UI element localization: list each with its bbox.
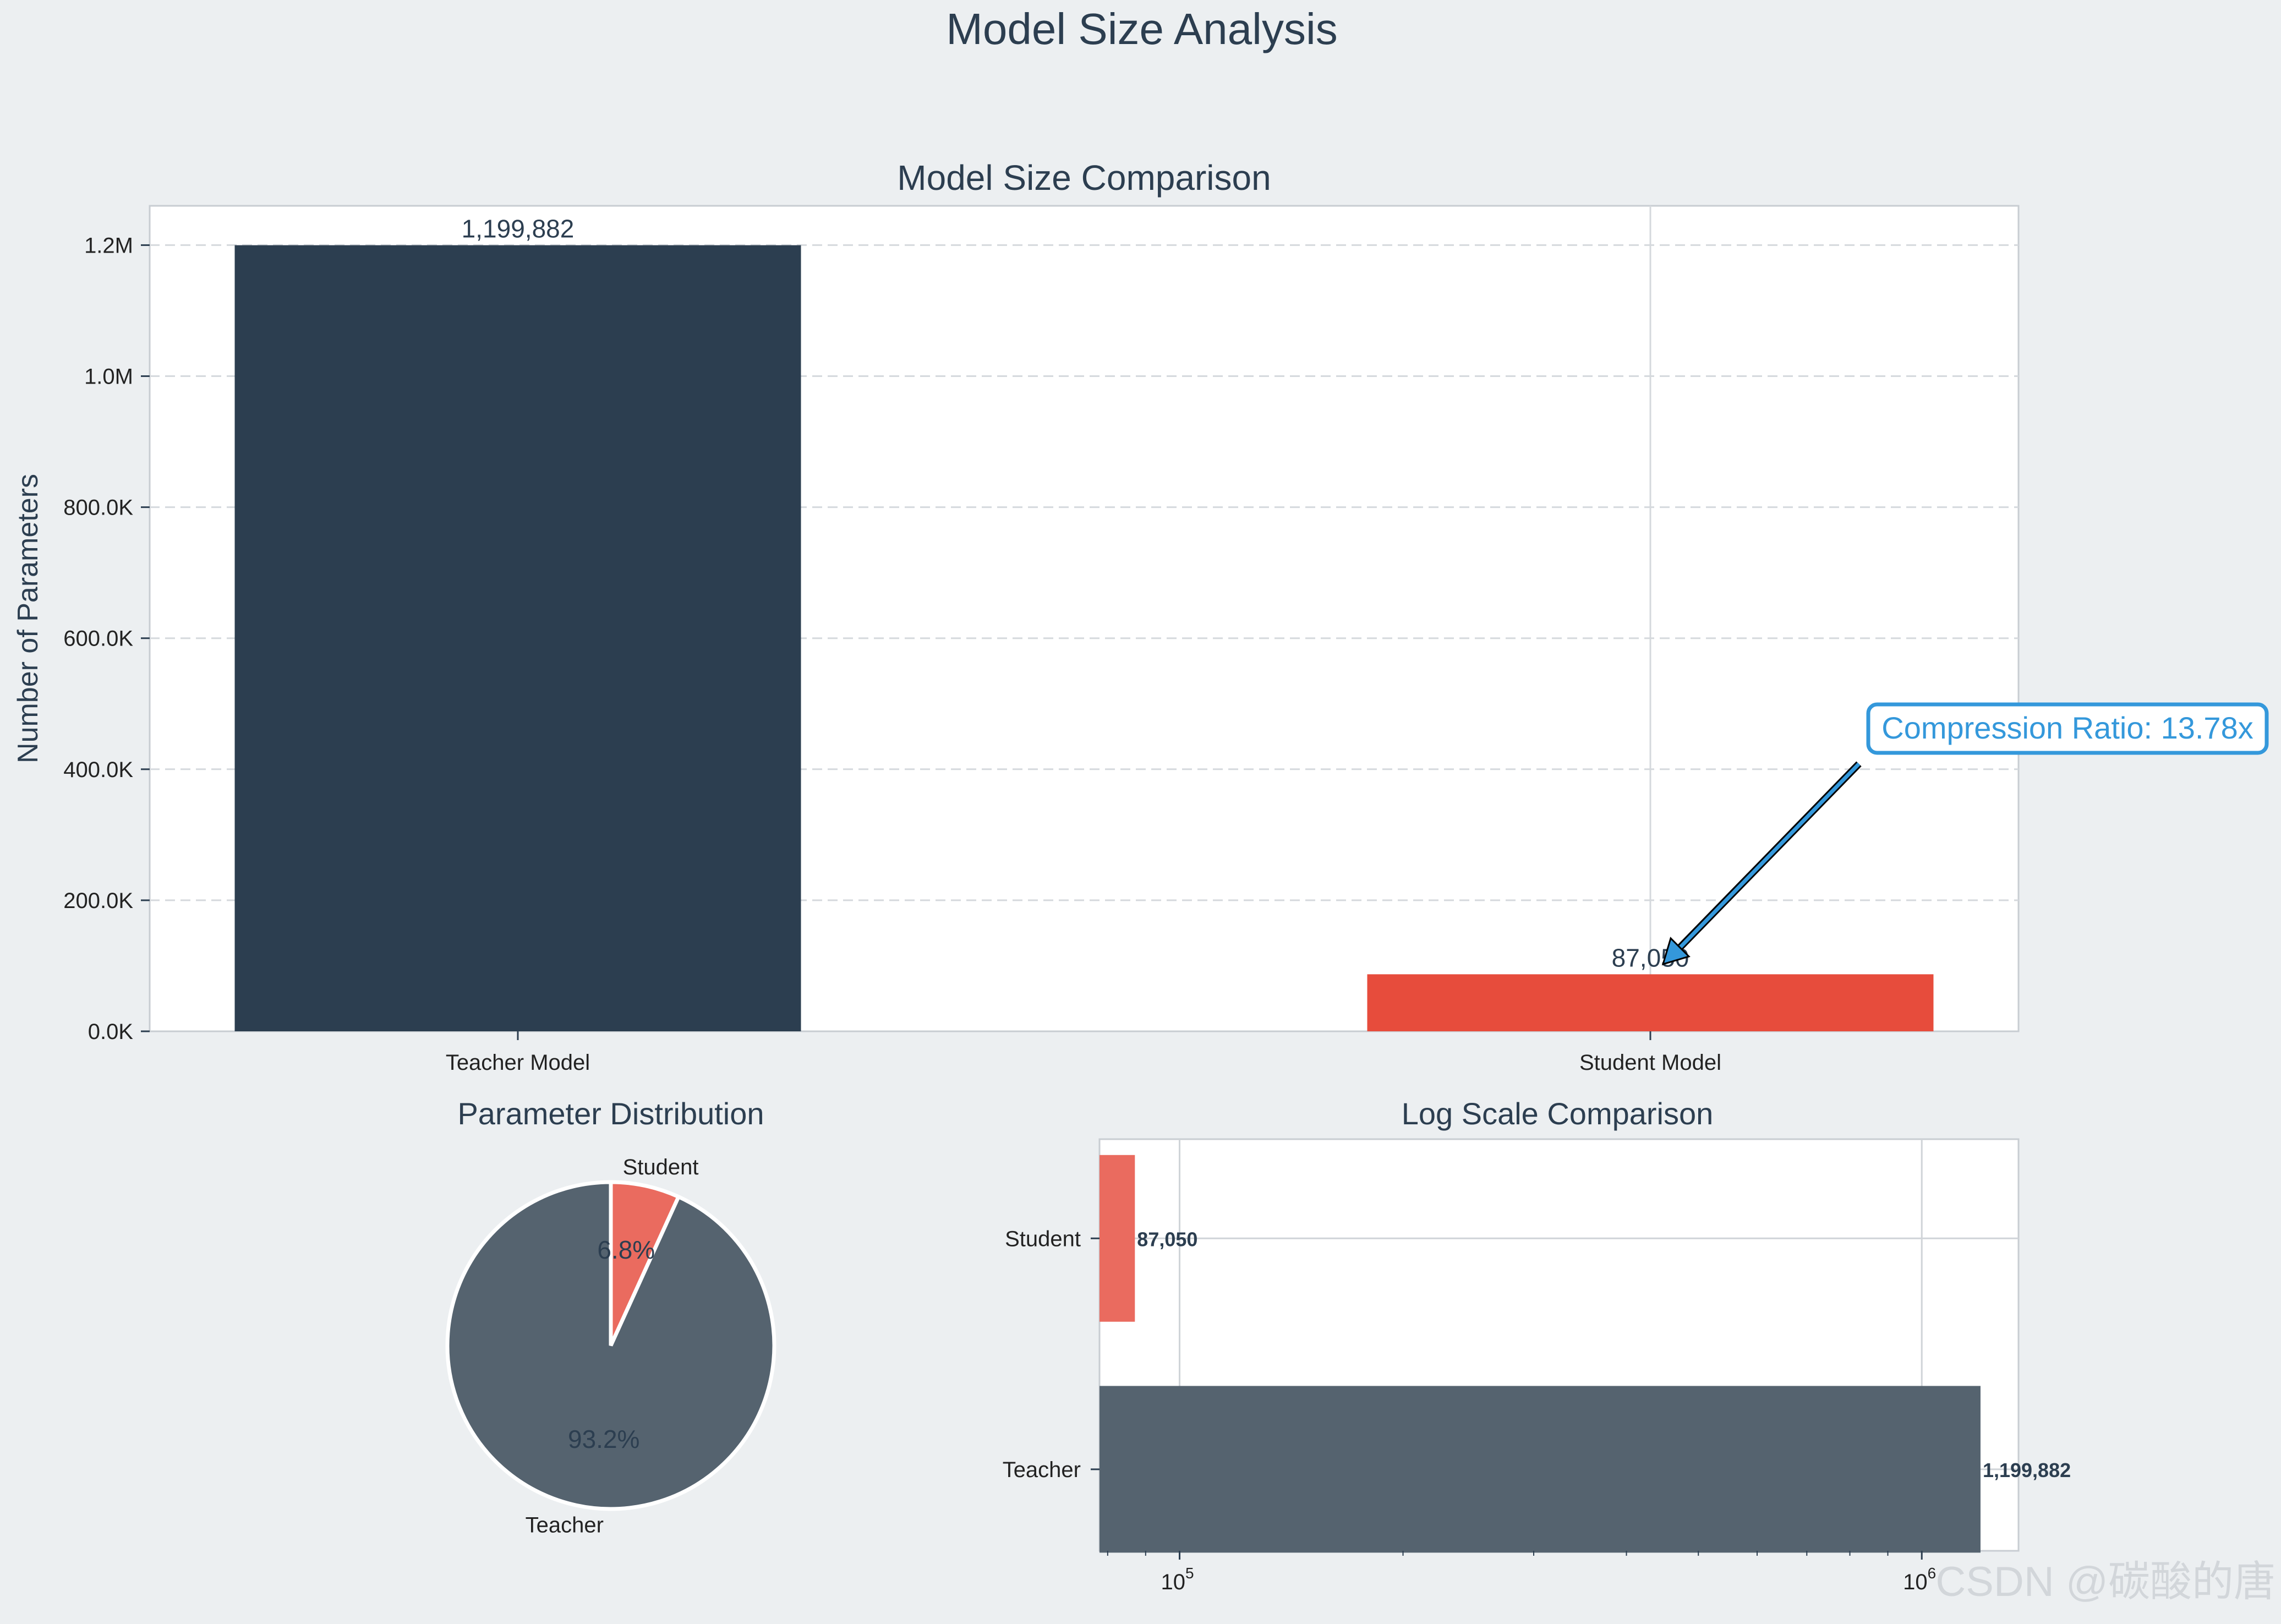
pie-chart-title: Parameter Distribution	[457, 1096, 764, 1131]
main-y-tick-label: 400.0K	[63, 758, 133, 782]
pie-chart: Parameter Distribution Student Teacher 6.8…	[445, 1096, 776, 1537]
pie-slice-teacher	[445, 1180, 776, 1511]
log-bar-value-label: 1,199,882	[1983, 1459, 2071, 1481]
log-x-tick-label: 105	[1161, 1565, 1194, 1594]
pie-pct-student: 6.8%	[597, 1235, 655, 1264]
main-y-tick-label: 600.0K	[63, 627, 133, 651]
pie-labels: Student Teacher 6.8% 93.2%	[526, 1155, 699, 1537]
main-chart-title: Model Size Comparison	[897, 158, 1271, 198]
main-x-tick-label: Teacher Model	[446, 1051, 590, 1075]
main-y-tick-label: 0.0K	[88, 1020, 134, 1044]
log-bar-teacher	[1100, 1386, 1981, 1553]
main-y-tick-label: 1.0M	[84, 365, 133, 389]
pie-label-teacher: Teacher	[526, 1513, 604, 1537]
main-y-ticks: 0.0K 200.0K 400.0K 600.0K 800.0K 1.0M 1.2M	[63, 233, 150, 1044]
main-y-tick-label: 1.2M	[84, 233, 133, 258]
watermark: CSDN @碳酸的唐	[1935, 1559, 2275, 1605]
main-bar-chart: Model Size Comparison Number of Paramete…	[12, 158, 2269, 1075]
log-bar-student	[1100, 1155, 1135, 1322]
figure-title: Model Size Analysis	[946, 4, 1337, 53]
pie-slices	[445, 1180, 776, 1511]
main-bar-value-label: 1,199,882	[462, 215, 575, 243]
log-bars: 1,199,882 87,050	[1100, 1155, 2071, 1553]
log-ticks: Teacher Student 105 106	[1003, 1227, 1937, 1594]
main-bar-student	[1367, 974, 1934, 1031]
main-x-tick-label: Student Model	[1579, 1051, 1721, 1075]
annotation-arrow-fill	[1671, 762, 1861, 956]
log-chart-title: Log Scale Comparison	[1402, 1096, 1714, 1131]
annotation-text: Compression Ratio: 13.78x	[1881, 710, 2253, 745]
annotation-arrowhead	[1661, 937, 1691, 966]
pie-label-student: Student	[623, 1155, 699, 1179]
main-y-tick-label: 200.0K	[63, 889, 133, 913]
main-x-ticks: Teacher Model Student Model	[446, 1031, 1721, 1075]
log-bar-chart: Log Scale Comparison 1,199,882 87,050 Tea…	[1003, 1096, 2071, 1594]
compression-annotation: Compression Ratio: 13.78x	[1661, 702, 2269, 966]
log-y-tick-label: Teacher	[1003, 1458, 1081, 1482]
main-bar-teacher	[234, 245, 801, 1031]
annotation-box	[1866, 702, 2269, 755]
log-bar-value-label: 87,050	[1137, 1228, 1197, 1250]
main-y-tick-label: 800.0K	[63, 496, 133, 520]
pie-pct-teacher: 93.2%	[568, 1425, 639, 1453]
log-x-tick-label: 106	[1903, 1565, 1936, 1594]
pie-border	[446, 1180, 776, 1511]
main-y-axis-label: Number of Parameters	[12, 474, 44, 763]
log-y-tick-label: Student	[1005, 1227, 1081, 1251]
